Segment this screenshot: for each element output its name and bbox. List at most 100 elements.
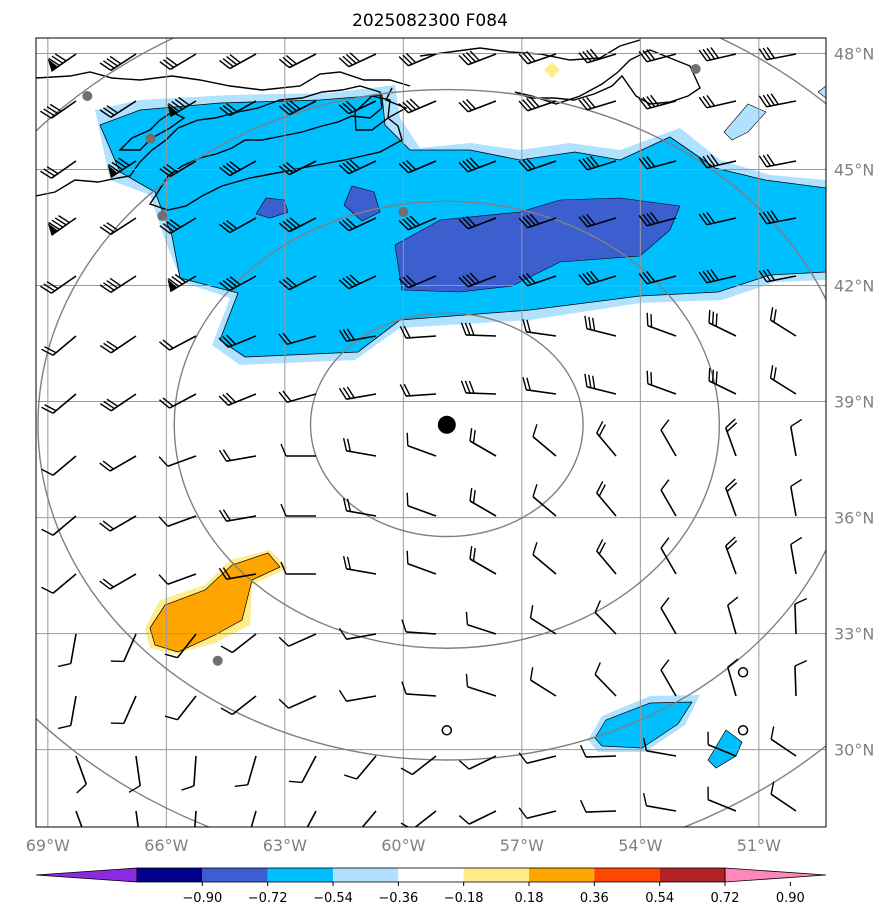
wind-barb	[40, 100, 77, 119]
range-ring	[37, 88, 826, 761]
wind-barb	[398, 98, 437, 114]
wind-barb	[790, 536, 803, 575]
colorbar-segment	[594, 868, 660, 882]
wind-barb	[338, 52, 377, 68]
wind-barb	[159, 217, 197, 235]
wind-barb	[758, 268, 797, 283]
latitude-label: 45°N	[834, 161, 874, 180]
negative-anomaly-patch	[723, 103, 767, 141]
wind-barb	[578, 96, 617, 111]
wind-barb	[99, 335, 137, 354]
latitude-label: 36°N	[834, 509, 874, 528]
wind-barb	[401, 619, 437, 635]
range-rings	[36, 38, 826, 827]
wind-barb	[288, 755, 317, 784]
wind-barb	[660, 537, 677, 575]
wind-barb	[41, 455, 77, 476]
wind-barb	[646, 370, 677, 395]
wind-barb	[726, 596, 739, 635]
wind-barb	[278, 100, 317, 116]
wind-barb	[584, 373, 617, 395]
wind-barb	[660, 597, 677, 635]
colorbar-frame	[136, 867, 726, 883]
colorbar-label: 0.90	[776, 891, 805, 906]
coastline-north	[36, 71, 411, 91]
longitude-label: 63°W	[263, 836, 307, 855]
wind-barb	[518, 96, 557, 112]
wind-barb	[398, 275, 437, 289]
colorbar-label: 0.72	[711, 891, 740, 906]
open-circle-marker	[441, 725, 453, 736]
wind-barb	[218, 509, 257, 522]
wind-barb	[280, 443, 316, 457]
station-marker	[690, 63, 701, 74]
wind-barb	[529, 605, 557, 635]
wind-barb	[75, 810, 88, 827]
storm-center-marker	[437, 415, 456, 434]
strong-anomaly-spot	[255, 197, 289, 219]
wind-barb	[596, 481, 617, 517]
wind-barb	[41, 335, 77, 356]
wind-barb	[726, 658, 739, 697]
wind-barb	[458, 215, 497, 230]
wind-barb	[41, 573, 77, 594]
wind-barb	[158, 573, 197, 586]
wind-barb	[278, 217, 317, 233]
colorbar-label: 0.36	[580, 891, 609, 906]
wind-barb	[758, 93, 797, 108]
colorbar-segment	[529, 868, 595, 882]
wind-barb	[99, 217, 137, 236]
wind-barb	[698, 94, 737, 109]
wind-barb	[234, 755, 257, 788]
wind-barb	[167, 96, 197, 118]
negative-anomaly-south	[707, 729, 743, 769]
wind-barb	[518, 157, 557, 172]
wind-barb	[57, 695, 77, 730]
station-marker	[145, 133, 156, 144]
wind-barb	[707, 786, 737, 812]
map-title: 2025082300 F084	[352, 11, 508, 31]
wind-barb	[159, 393, 197, 409]
wind-barb	[638, 94, 677, 110]
wind-barb	[47, 53, 77, 72]
station-marker	[398, 207, 409, 218]
latitude-label: 48°N	[834, 44, 874, 63]
wind-barb	[356, 810, 377, 827]
wind-barb	[406, 492, 437, 517]
coastline-newfoundland	[514, 49, 701, 105]
range-ring	[309, 312, 584, 538]
wind-barb	[646, 312, 677, 337]
wind-barb	[338, 159, 377, 175]
wind-barb	[594, 662, 617, 697]
station-marker	[157, 210, 168, 221]
wind-barb	[218, 392, 257, 406]
positive-anomaly-spot	[544, 62, 560, 78]
longitude-label: 57°W	[500, 836, 544, 855]
wind-barb	[399, 325, 437, 339]
wind-barb	[338, 627, 377, 640]
colorbar-label: −0.54	[313, 891, 353, 906]
latitude-labels: 48°N 45°N 42°N 39°N 36°N 33°N 30°N	[834, 44, 874, 759]
wind-barb	[338, 100, 377, 115]
colorbar: −0.90 −0.72 −0.54 −0.36 −0.18 0.18 0.36 0.54 0.7…	[35, 867, 827, 906]
longitude-label: 60°W	[381, 836, 425, 855]
markers	[82, 63, 749, 736]
wind-barb	[220, 633, 257, 654]
wind-barb	[660, 419, 677, 457]
coastline-labrador	[419, 39, 641, 61]
wind-barb	[532, 484, 557, 517]
longitude-label: 51°W	[737, 836, 781, 855]
wind-barb	[529, 667, 557, 697]
wind-barb	[642, 792, 677, 812]
wind-barb	[278, 633, 317, 647]
wind-barb	[398, 53, 437, 67]
wind-barb	[578, 48, 617, 64]
colorbar-segment	[202, 868, 268, 882]
wind-barb	[769, 307, 797, 337]
wind-barb	[218, 334, 257, 348]
wind-barb	[40, 160, 77, 179]
wind-barb	[338, 689, 377, 702]
wind-barb	[278, 695, 317, 709]
wind-barb	[159, 160, 197, 178]
wind-barb	[638, 211, 677, 227]
